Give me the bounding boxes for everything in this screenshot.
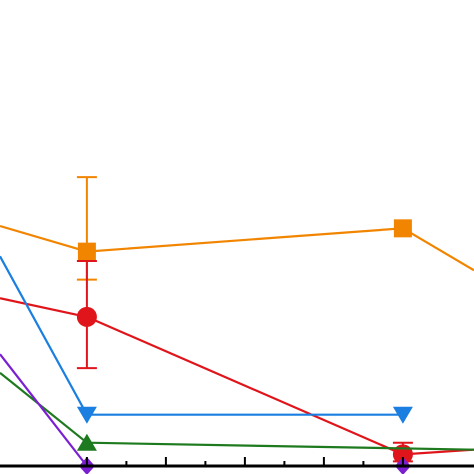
series-3-line [0,255,403,416]
x-axis [0,457,474,468]
series-1-point-2 [77,242,96,261]
series-3 [0,255,413,424]
series-3-point-3 [392,406,413,424]
series-layer [0,176,474,474]
series-2-point-2 [76,306,97,327]
series-3-point-2 [76,406,97,424]
series-2 [0,259,474,465]
series-1-line [0,224,474,272]
series-1-point-3 [393,219,412,238]
series-1 [0,176,474,281]
series-4 [0,371,474,451]
series-2-line [0,297,474,456]
series-4-point-2 [76,433,97,451]
